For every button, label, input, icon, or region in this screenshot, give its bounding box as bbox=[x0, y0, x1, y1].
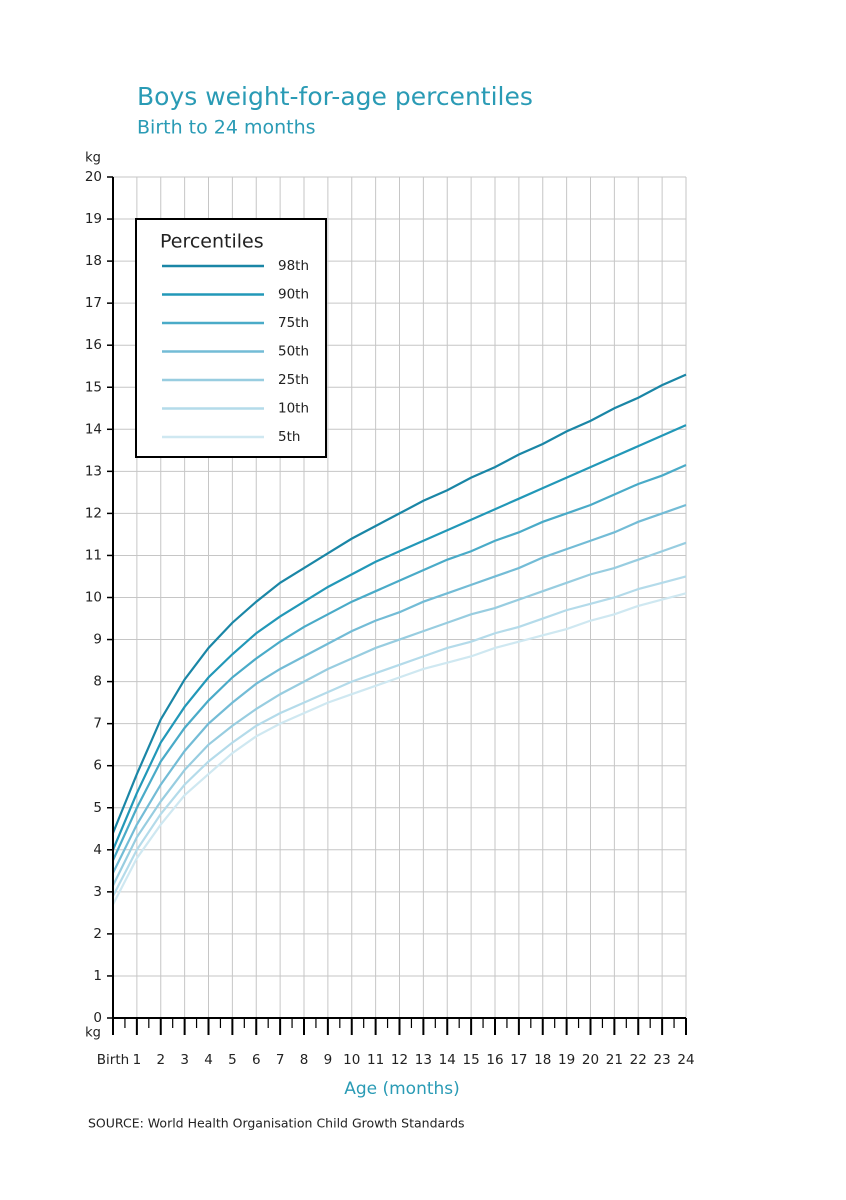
y-tick-label: 3 bbox=[93, 884, 102, 900]
x-tick-label: 10 bbox=[343, 1052, 360, 1068]
percentile-line bbox=[112, 503, 687, 874]
x-tick-label: 16 bbox=[486, 1052, 503, 1068]
y-tick-label: 12 bbox=[85, 505, 102, 521]
source-note: SOURCE: World Health Organisation Child … bbox=[88, 1116, 465, 1131]
legend-label: 25th bbox=[278, 372, 309, 388]
x-tick-label: Birth bbox=[97, 1052, 129, 1068]
y-axis-label: kg bbox=[85, 151, 101, 166]
x-tick-label: 8 bbox=[300, 1052, 309, 1068]
plot-lines bbox=[111, 373, 687, 905]
x-tick-label: 2 bbox=[156, 1052, 165, 1068]
y-axis-label: kg bbox=[85, 1026, 101, 1041]
y-tick-label: 9 bbox=[93, 632, 102, 648]
x-tick-label: 20 bbox=[582, 1052, 599, 1068]
legend-label: 75th bbox=[278, 315, 309, 331]
x-tick-label: 21 bbox=[606, 1052, 623, 1068]
x-tick-label: 11 bbox=[367, 1052, 384, 1068]
y-tick-label: 2 bbox=[93, 926, 102, 942]
y-tick-label: 19 bbox=[85, 211, 102, 227]
y-tick-label: 5 bbox=[93, 800, 102, 816]
x-tick-label: 22 bbox=[630, 1052, 647, 1068]
chart-title: Boys weight-for-age percentiles bbox=[137, 82, 533, 111]
y-tick-label: 16 bbox=[85, 337, 102, 353]
y-tick-label: 4 bbox=[93, 842, 102, 858]
y-tick-label: 11 bbox=[85, 547, 102, 563]
x-tick-label: 3 bbox=[180, 1052, 189, 1068]
x-tick-label: 19 bbox=[558, 1052, 575, 1068]
x-tick-label: 5 bbox=[228, 1052, 237, 1068]
x-axis-label: Age (months) bbox=[344, 1079, 460, 1099]
x-tick-label: 12 bbox=[391, 1052, 408, 1068]
y-tick-label: 17 bbox=[85, 295, 102, 311]
y-tick-label: 6 bbox=[93, 758, 102, 774]
legend-label: 10th bbox=[278, 401, 309, 417]
y-tick-label: 18 bbox=[85, 253, 102, 269]
x-tick-label: 1 bbox=[133, 1052, 142, 1068]
y-tick-label: 20 bbox=[85, 169, 102, 185]
x-tick-label: 18 bbox=[534, 1052, 551, 1068]
y-tick-label: 15 bbox=[85, 379, 102, 395]
x-tick-label: 13 bbox=[415, 1052, 432, 1068]
percentile-line bbox=[112, 575, 687, 897]
x-tick-label: 23 bbox=[654, 1052, 671, 1068]
y-tick-label: 10 bbox=[85, 590, 102, 606]
x-tick-label: 6 bbox=[252, 1052, 261, 1068]
percentile-line bbox=[112, 592, 687, 905]
legend: Percentiles 98th 90th 75th 50th 25th 10th 5th bbox=[135, 218, 327, 458]
legend-box bbox=[135, 218, 327, 458]
legend-title: Percentiles bbox=[160, 231, 264, 253]
x-tick-label: 24 bbox=[677, 1052, 694, 1068]
percentile-line bbox=[111, 373, 687, 834]
x-tick-label: 15 bbox=[463, 1052, 480, 1068]
y-tick-label: 1 bbox=[93, 968, 102, 984]
percentile-line bbox=[111, 424, 687, 851]
percentile-line bbox=[112, 541, 687, 887]
y-tick-label: 13 bbox=[85, 463, 102, 479]
legend-label: 5th bbox=[278, 429, 300, 445]
x-tick-label: 14 bbox=[439, 1052, 456, 1068]
x-tick-label: 4 bbox=[204, 1052, 213, 1068]
x-tick-label: 7 bbox=[276, 1052, 285, 1068]
legend-label: 90th bbox=[278, 287, 309, 303]
legend-label: 50th bbox=[278, 344, 309, 360]
y-tick-label: 0 bbox=[93, 1010, 102, 1026]
y-tick-label: 14 bbox=[85, 421, 102, 437]
percentile-line bbox=[111, 464, 687, 861]
x-tick-label: 17 bbox=[510, 1052, 527, 1068]
y-tick-label: 7 bbox=[93, 716, 102, 732]
y-tick-label: 8 bbox=[93, 674, 102, 690]
chart-subtitle: Birth to 24 months bbox=[137, 117, 316, 139]
legend-label: 98th bbox=[278, 258, 309, 274]
x-tick-label: 9 bbox=[324, 1052, 333, 1068]
